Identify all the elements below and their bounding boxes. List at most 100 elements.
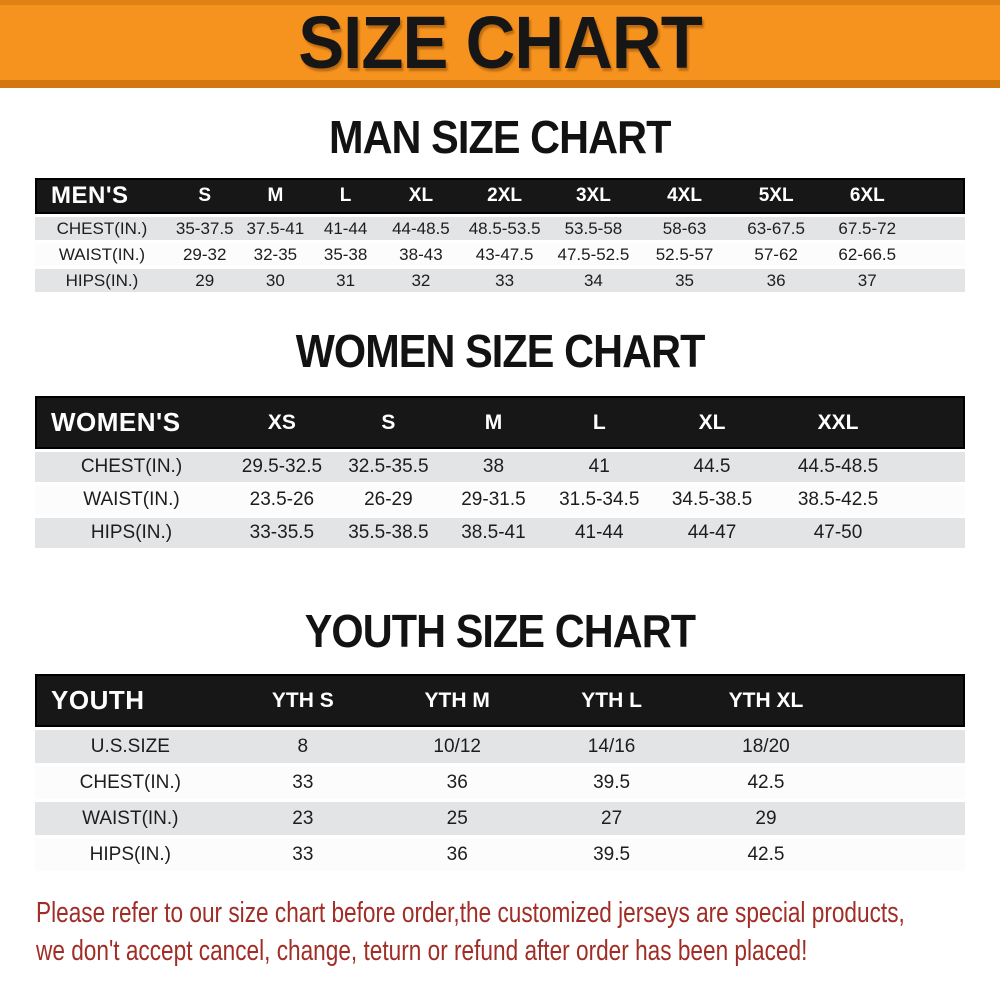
size-cell: 44.5-48.5 [771, 449, 905, 482]
men-section-heading-text: MAN SIZE CHART [329, 111, 671, 163]
size-cell: 23 [225, 799, 381, 835]
size-cell: 30 [240, 266, 311, 292]
banner-title: SIZE CHART [298, 1, 703, 84]
size-cell: 38.5-42.5 [771, 482, 905, 515]
size-cell: 29-32 [168, 240, 241, 266]
row-label: WAIST(IN.) [35, 482, 228, 515]
column-header: S [335, 396, 441, 449]
youth-header-row: YOUTH YTH S YTH M YTH L YTH XL [35, 674, 965, 727]
empty-cell [843, 763, 965, 799]
empty-cell [904, 515, 965, 548]
size-cell: 44-47 [652, 515, 772, 548]
women-waist-row: WAIST(IN.) 23.5-26 26-29 29-31.5 31.5-34… [35, 482, 965, 515]
size-cell: 42.5 [688, 763, 844, 799]
size-cell: 47-50 [771, 515, 905, 548]
column-header: 4XL [638, 178, 731, 214]
column-header: YTH M [380, 674, 535, 727]
row-label: U.S.SIZE [35, 727, 226, 763]
column-header: S [168, 178, 241, 214]
column-header: 3XL [548, 178, 639, 214]
men-size-table: MEN'S S M L XL 2XL 3XL 4XL 5XL 6XL CHEST… [35, 178, 965, 292]
empty-header-cell [904, 396, 965, 449]
row-label: CHEST(IN.) [35, 214, 169, 240]
size-cell: 29 [688, 799, 844, 835]
size-cell: 35.5-38.5 [335, 515, 441, 548]
size-cell: 23.5-26 [227, 482, 336, 515]
size-cell: 36 [730, 266, 822, 292]
size-cell: 14/16 [534, 727, 689, 763]
men-header-row: MEN'S S M L XL 2XL 3XL 4XL 5XL 6XL [35, 178, 965, 214]
empty-cell [912, 240, 965, 266]
size-cell: 41-44 [546, 515, 653, 548]
women-size-table: WOMEN'S XS S M L XL XXL CHEST(IN.) 29.5-… [35, 396, 965, 548]
women-section-heading-text: WOMEN SIZE CHART [295, 325, 706, 377]
size-cell: 29 [168, 266, 241, 292]
size-cell: 57-62 [730, 240, 822, 266]
disclaimer-line-2-text: we don't accept cancel, change, teturn o… [36, 934, 808, 967]
youth-size-table: YOUTH YTH S YTH M YTH L YTH XL U.S.SIZE … [35, 674, 965, 871]
column-header: 5XL [730, 178, 822, 214]
empty-header-cell [912, 178, 965, 214]
size-cell: 35-37.5 [168, 214, 241, 240]
men-section-heading: MAN SIZE CHART [0, 110, 1000, 164]
size-cell: 38 [440, 449, 546, 482]
size-cell: 42.5 [688, 835, 844, 871]
disclaimer-line-1-text: Please refer to our size chart before or… [36, 897, 905, 929]
size-cell: 53.5-58 [548, 214, 639, 240]
column-header: 2XL [460, 178, 549, 214]
size-cell: 33 [225, 835, 381, 871]
size-cell: 44.5 [652, 449, 772, 482]
row-label: CHEST(IN.) [35, 763, 226, 799]
size-cell: 32 [380, 266, 461, 292]
men-waist-row: WAIST(IN.) 29-32 32-35 35-38 38-43 43-47… [35, 240, 965, 266]
empty-cell [843, 727, 965, 763]
size-cell: 41-44 [310, 214, 381, 240]
empty-cell [904, 449, 965, 482]
empty-cell [904, 482, 965, 515]
youth-waist-row: WAIST(IN.) 23 25 27 29 [35, 799, 965, 835]
size-cell: 25 [380, 799, 535, 835]
size-cell: 48.5-53.5 [460, 214, 549, 240]
youth-chest-row: CHEST(IN.) 33 36 39.5 42.5 [35, 763, 965, 799]
women-header-label: WOMEN'S [35, 396, 228, 449]
size-cell: 26-29 [335, 482, 441, 515]
column-header: M [440, 396, 546, 449]
size-cell: 35 [638, 266, 731, 292]
youth-section-heading: YOUTH SIZE CHART [0, 604, 1000, 658]
column-header: YTH S [225, 674, 381, 727]
column-header: L [310, 178, 381, 214]
size-cell: 32-35 [240, 240, 311, 266]
size-cell: 18/20 [688, 727, 844, 763]
column-header: XXL [771, 396, 905, 449]
empty-header-cell [843, 674, 965, 727]
row-label: HIPS(IN.) [35, 515, 228, 548]
women-header-row: WOMEN'S XS S M L XL XXL [35, 396, 965, 449]
size-cell: 39.5 [534, 763, 689, 799]
size-cell: 29.5-32.5 [227, 449, 336, 482]
disclaimer-line-2: we don't accept cancel, change, teturn o… [36, 933, 1000, 971]
column-header: M [240, 178, 311, 214]
size-cell: 58-63 [638, 214, 731, 240]
size-chart-banner: SIZE CHART [0, 0, 1000, 88]
size-cell: 35-38 [310, 240, 381, 266]
size-cell: 10/12 [380, 727, 535, 763]
size-cell: 62-66.5 [821, 240, 913, 266]
size-cell: 33 [225, 763, 381, 799]
size-cell: 27 [534, 799, 689, 835]
youth-section-heading-text: YOUTH SIZE CHART [304, 605, 696, 657]
size-cell: 37 [821, 266, 913, 292]
size-cell: 8 [225, 727, 381, 763]
youth-ussize-row: U.S.SIZE 8 10/12 14/16 18/20 [35, 727, 965, 763]
empty-cell [843, 799, 965, 835]
men-chest-row: CHEST(IN.) 35-37.5 37.5-41 41-44 44-48.5… [35, 214, 965, 240]
size-cell: 36 [380, 835, 535, 871]
row-label: HIPS(IN.) [35, 835, 226, 871]
column-header: 6XL [821, 178, 913, 214]
size-cell: 29-31.5 [440, 482, 546, 515]
women-hips-row: HIPS(IN.) 33-35.5 35.5-38.5 38.5-41 41-4… [35, 515, 965, 548]
size-cell: 34 [548, 266, 639, 292]
men-header-label: MEN'S [35, 178, 169, 214]
row-label: CHEST(IN.) [35, 449, 228, 482]
men-hips-row: HIPS(IN.) 29 30 31 32 33 34 35 36 37 [35, 266, 965, 292]
size-cell: 38-43 [380, 240, 461, 266]
